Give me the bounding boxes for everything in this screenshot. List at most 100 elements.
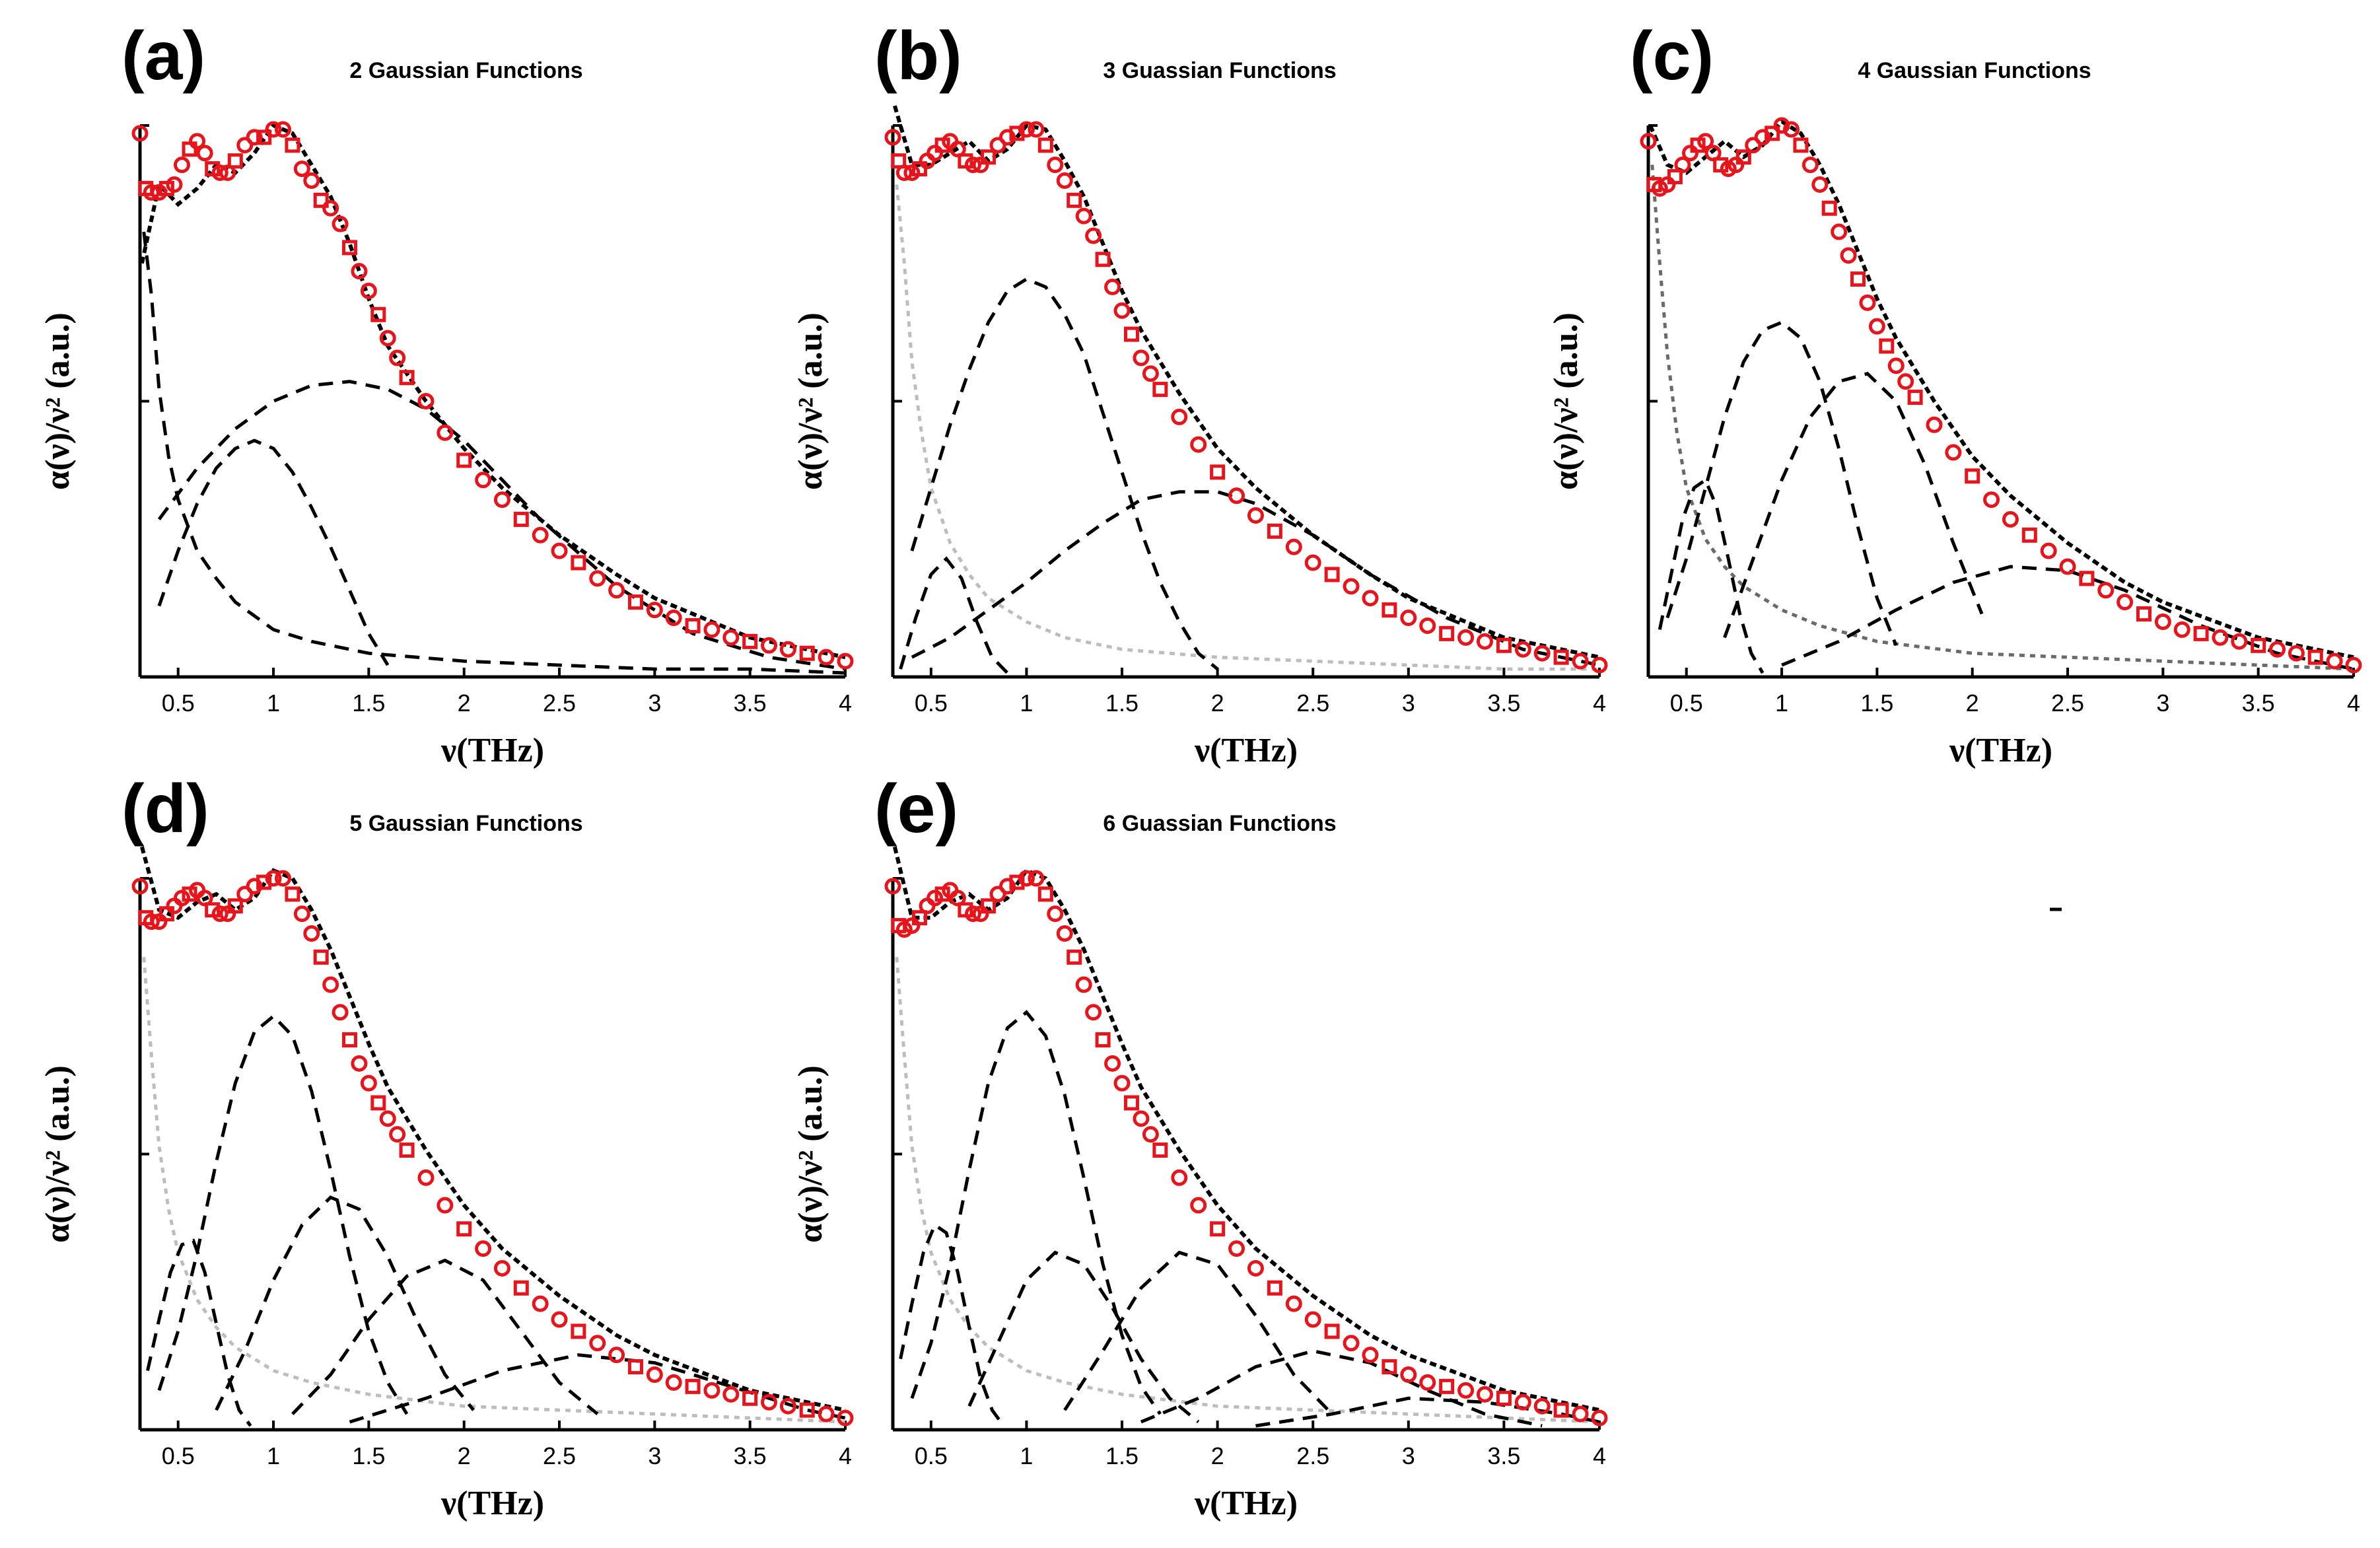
panel-c-data-point — [1659, 176, 1676, 193]
panel-d-data-point — [370, 1095, 386, 1111]
panel-d-x-tick-label: 4 — [839, 1442, 852, 1469]
panel-a-data-point — [189, 133, 206, 150]
panel-a-data-point — [379, 330, 396, 347]
panel-a-data-point — [166, 176, 183, 193]
panel-a-data-point — [779, 641, 796, 658]
panel-b-series-background — [895, 184, 1599, 671]
panel-c-data-point — [2079, 571, 2095, 586]
panel-d-series-gaussian-4 — [291, 1258, 599, 1416]
panel-d-data-point — [285, 886, 300, 902]
panel-b-data-point — [1190, 436, 1207, 453]
panel-a-data-point — [131, 125, 149, 142]
panel-c-data-point — [1674, 157, 1691, 174]
panel-c-data-point — [1765, 125, 1780, 141]
panel-c-data-point — [1728, 157, 1745, 174]
panel-b-data-point — [1210, 464, 1226, 480]
panel-b-x-tick-label: 1 — [1020, 689, 1033, 717]
panel-c-data-point — [2021, 527, 2037, 543]
panel-c-x-tick-label: 1.5 — [1860, 689, 1893, 717]
panel-d-x-tick-label: 1.5 — [352, 1442, 385, 1469]
panel-a-x-tick-label: 4 — [839, 689, 852, 717]
panel-e-x-axis-label: ν(THz) — [1194, 1485, 1298, 1522]
panel-c-data-point — [1704, 145, 1722, 162]
panel-e-x-tick-label: 0.5 — [915, 1442, 948, 1469]
panel-b-letter: (b) — [874, 18, 962, 94]
panel-e-data-point — [911, 910, 927, 926]
panel-d-x-tick-label: 0.5 — [162, 1442, 195, 1469]
panel-c-data-point — [2212, 629, 2229, 646]
panel-b-data-point — [1104, 279, 1121, 296]
panel-a-data-point — [627, 594, 643, 610]
panel-a-data-point — [799, 645, 815, 661]
panel-b-data-point — [1075, 207, 1092, 225]
panel-a-data-point — [211, 164, 228, 182]
panel-c-series-gaussian-3 — [1723, 372, 1984, 639]
panel-a-data-point — [342, 240, 358, 256]
panel-e-data-point — [1343, 1335, 1360, 1352]
panel-e-data-point — [1113, 1074, 1131, 1092]
panel-b-data-point — [1247, 507, 1264, 524]
panel-e-series-gaussian-4 — [1063, 1250, 1333, 1415]
panel-c-data-point — [2269, 641, 2286, 658]
panel-a-data-point — [837, 652, 854, 670]
panel-d-x-tick-label: 2.5 — [543, 1442, 576, 1469]
panel-e-series-gaussian-5 — [1140, 1349, 1543, 1428]
panel-b-data-point — [1085, 227, 1102, 244]
panel-c-data-point — [2136, 606, 2152, 622]
panel-e-x-tick-label: 3.5 — [1487, 1442, 1520, 1469]
panel-e-series-gaussian-2 — [910, 1010, 1162, 1415]
panel-c-data-point — [2326, 652, 2343, 670]
panel-e-data-point — [989, 886, 1006, 903]
panel-a-series-gaussian-1 — [157, 439, 390, 666]
panel-d-y-axis-label: α(ν)/ν² (a.u.) — [39, 1065, 77, 1243]
panel-d-series-gaussian-3 — [215, 1195, 475, 1411]
panel-b-data-point — [1419, 617, 1436, 634]
panel-a-series-background — [142, 231, 846, 675]
panel-a-data-point — [399, 370, 415, 386]
panel-d-data-point — [703, 1382, 720, 1399]
panel-b-data-point — [981, 149, 997, 165]
panel-e-data-point — [1324, 1323, 1340, 1339]
panel-e-data-point — [1171, 1169, 1188, 1186]
panel-b-title: 3 Guassian Functions — [1103, 58, 1336, 83]
panel-b-series-gaussian-1 — [899, 556, 1009, 674]
panel-a-data-point — [761, 637, 778, 654]
panel-e-data-point — [1591, 1409, 1608, 1426]
panel-a-data-point — [303, 172, 320, 189]
panel-c-data-point — [1697, 133, 1714, 150]
panel-a-data-point — [475, 472, 492, 489]
panel-c-x-tick-label: 0.5 — [1670, 689, 1703, 717]
panel-a-x-tick-label: 1 — [267, 689, 280, 717]
panel-d-data-point — [837, 1409, 854, 1426]
panel-c-x-tick-label: 1 — [1775, 689, 1788, 717]
panel-d-series-measured-data — [131, 870, 854, 1426]
panel-d-data-point — [513, 1280, 529, 1296]
panel-c-data-point — [2288, 645, 2305, 662]
panel-d-data-point — [265, 870, 282, 887]
panel-d-data-point — [143, 913, 160, 931]
panel-b: (b) 3 Guassian Functions 0.5 1 1.5 2 2.5 3 3.5 4 ν… — [792, 18, 1608, 769]
panel-c-x-tick-label: 2 — [1966, 689, 1979, 717]
panel-c-data-point — [2345, 656, 2362, 674]
panel-e-data-point — [1056, 925, 1073, 942]
panel-e-data-point — [1085, 1004, 1102, 1021]
panel-b-data-point — [1037, 137, 1053, 153]
panel-c: (c) 4 Gaussian Functions 0.5 1 1.5 2 2.5 3 3.5 4 ν… — [1547, 18, 2362, 769]
panel-b-data-point — [964, 157, 981, 174]
panel-b-series-gaussian-3 — [911, 490, 1600, 667]
panel-a-data-point — [143, 184, 160, 201]
panel-b-data-point — [1439, 625, 1455, 641]
panel-a-data-point — [293, 160, 310, 178]
panel-b-x-tick-label: 3 — [1402, 689, 1415, 717]
panel-a-data-point — [685, 617, 701, 633]
panel-b-x-tick-label: 2 — [1211, 689, 1224, 717]
panel-c-data-point — [1745, 137, 1762, 154]
panel-c-x-tick-label: 2.5 — [2051, 689, 2084, 717]
panel-e-data-point — [1457, 1382, 1475, 1399]
panel-a-data-point — [332, 215, 349, 232]
panel-a-data-point — [437, 424, 454, 441]
panel-a-x-tick-label: 2 — [458, 689, 471, 717]
panel-d-data-point — [665, 1374, 682, 1391]
panel-c-data-point — [2097, 582, 2115, 599]
